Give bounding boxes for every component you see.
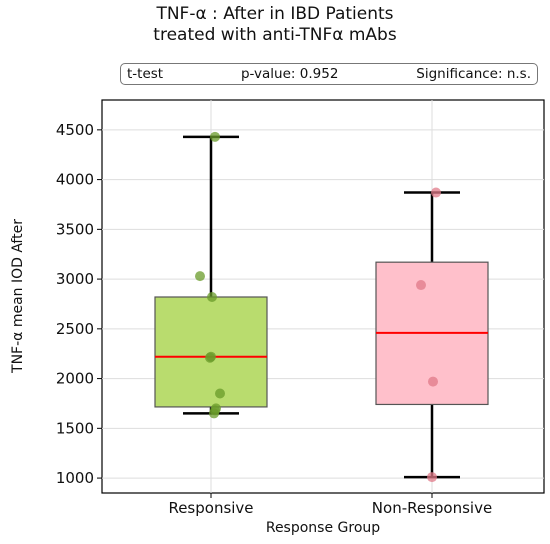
y-axis-ticks: 1000 1500 2000 2500 3000 3500 4000 4500 <box>56 121 102 487</box>
y-tick-label: 3000 <box>56 270 94 288</box>
stats-significance: Significance: n.s. <box>416 66 531 82</box>
y-tick-label: 1500 <box>56 419 94 437</box>
x-tick-label: Non-Responsive <box>372 499 492 517</box>
x-axis-ticks: Responsive Non-Responsive <box>168 493 492 517</box>
data-point <box>205 352 215 363</box>
data-point <box>428 376 438 387</box>
chart-title: TNF-α : After in IBD Patients treated wi… <box>0 4 550 46</box>
y-tick-label: 4500 <box>56 121 94 139</box>
stats-annotation-box: t-test p-value: 0.952 Significance: n.s. <box>120 63 538 85</box>
plot-area-frame <box>101 99 545 494</box>
x-axis-label: Response Group <box>266 520 380 536</box>
chart-title-line-1: TNF-α : After in IBD Patients <box>156 4 394 24</box>
data-point <box>209 408 219 419</box>
data-point <box>207 291 217 302</box>
y-tick-label: 2500 <box>56 320 94 338</box>
data-point <box>431 187 441 198</box>
y-tick-label: 1000 <box>56 469 94 487</box>
stats-p-value: p-value: 0.952 <box>240 66 339 82</box>
y-tick-label: 4000 <box>56 171 94 189</box>
data-point <box>427 472 437 483</box>
chart-title-line-2: treated with anti-TNFα mAbs <box>153 25 397 45</box>
data-point <box>195 271 205 282</box>
x-tick-label: Responsive <box>168 499 253 517</box>
data-point <box>210 131 220 142</box>
box-layer <box>154 135 489 479</box>
point-layer <box>195 131 441 483</box>
data-point <box>416 280 426 291</box>
y-tick-label: 3500 <box>56 220 94 238</box>
stats-test-name: t-test <box>127 66 164 82</box>
y-tick-label: 2000 <box>56 370 94 388</box>
y-axis-label: TNF-α mean IOD After <box>10 219 26 374</box>
data-point <box>215 388 225 399</box>
